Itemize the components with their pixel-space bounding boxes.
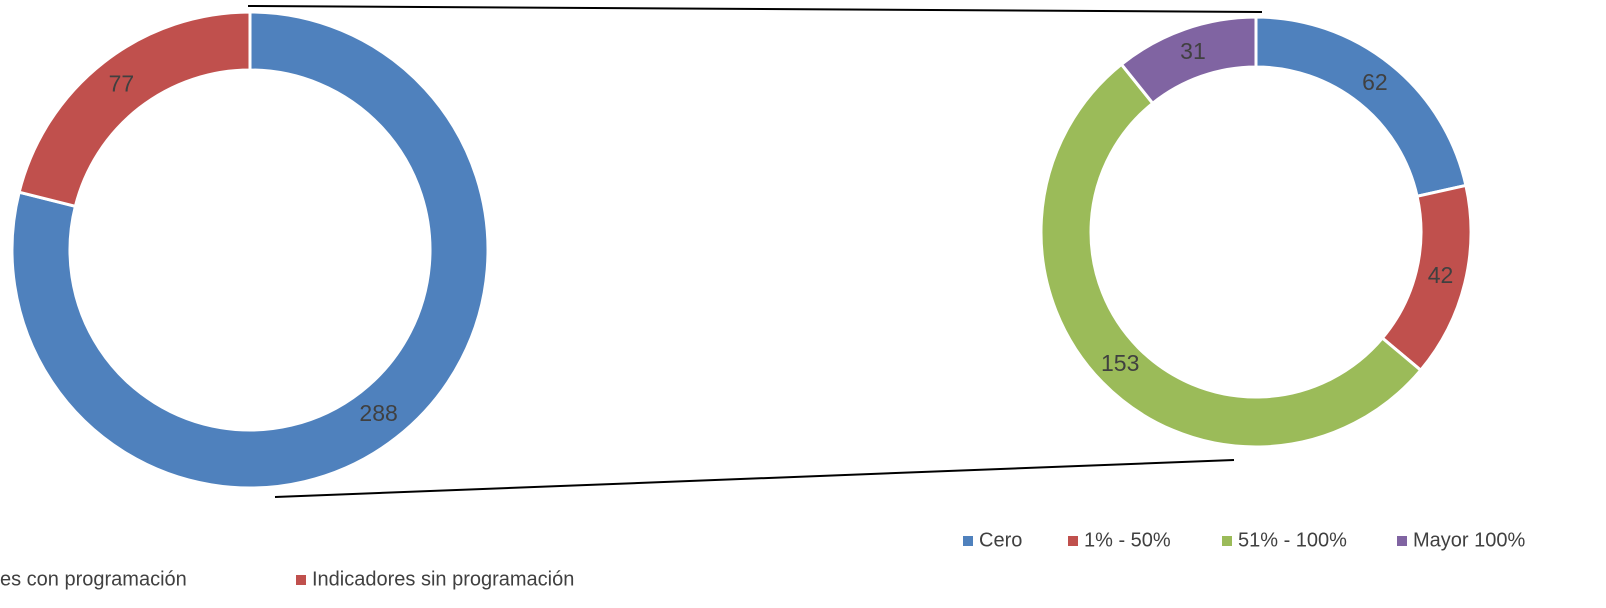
legend-label: Mayor 100% (1413, 529, 1525, 551)
legend-swatch (1222, 536, 1232, 546)
donut-slice (1254, 15, 1468, 199)
legend-swatch (296, 575, 306, 585)
legend-label: Cero (979, 529, 1022, 551)
donut-slice (1039, 62, 1423, 449)
legend-label: 51% - 100% (1238, 529, 1347, 551)
donut-slice (10, 10, 490, 490)
legend-swatch (963, 536, 973, 546)
legend-swatch (1068, 536, 1078, 546)
value-label: 288 (359, 400, 397, 426)
legend-label: es con programación (0, 568, 187, 590)
value-label: 153 (1101, 350, 1139, 376)
value-label: 62 (1362, 69, 1388, 95)
legend-swatch (1397, 536, 1407, 546)
legend-label: 1% - 50% (1084, 529, 1171, 551)
donut-slice (1119, 15, 1258, 106)
legend-label: Indicadores sin programación (312, 568, 574, 590)
connector-line (247, 5, 1263, 13)
value-label: 31 (1180, 38, 1206, 64)
donut-slice (17, 10, 252, 209)
connector-line (274, 459, 1235, 498)
value-label: 42 (1428, 262, 1454, 288)
donut-slice (1380, 183, 1473, 373)
value-label: 77 (109, 70, 135, 96)
